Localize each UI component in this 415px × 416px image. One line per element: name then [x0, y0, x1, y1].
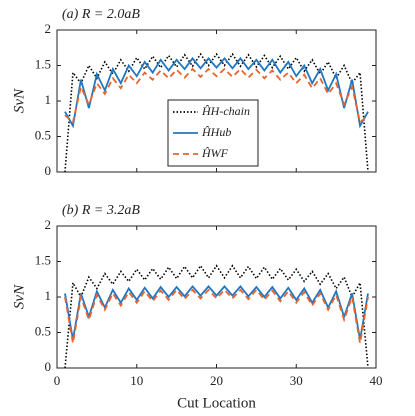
y-tick-label: 1.5 — [35, 252, 51, 267]
series-line — [64, 284, 369, 340]
y-tick-label: 1 — [45, 92, 52, 107]
legend-box — [167, 99, 259, 167]
series-line — [64, 264, 369, 369]
x-axis-label: Cut Location — [177, 395, 256, 411]
y-tick-label: 1 — [45, 288, 52, 303]
x-tick-label: 0 — [54, 373, 61, 388]
y-tick-label: 1.5 — [35, 56, 51, 71]
legend-label: ĤH-chain — [201, 104, 250, 118]
plot-area — [57, 226, 376, 368]
x-tick-label: 30 — [290, 373, 303, 388]
y-tick-label: 0.5 — [35, 127, 51, 142]
y-axis-label: SvN — [11, 284, 27, 309]
panel-title: (a) R = 2.0aB — [62, 7, 140, 22]
y-axis-label: SvN — [11, 88, 27, 113]
y-tick-label: 2 — [45, 21, 52, 36]
y-tick-label: 0 — [45, 359, 52, 374]
legend-label: ĤWF — [201, 146, 229, 160]
series-line — [64, 67, 369, 124]
y-tick-label: 0.5 — [35, 323, 51, 338]
series-line — [64, 56, 369, 129]
axes-frame — [56, 29, 377, 173]
y-tick-label: 0 — [45, 163, 52, 178]
panel-title: (b) R = 3.2aB — [62, 203, 140, 218]
legend-label: ĤHub — [201, 125, 231, 139]
x-tick-label: 20 — [210, 373, 223, 388]
axes-frame — [56, 225, 377, 369]
series-line — [64, 52, 369, 173]
x-tick-label: 40 — [370, 373, 383, 388]
x-tick-label: 10 — [130, 373, 143, 388]
series-line — [64, 288, 369, 344]
y-tick-label: 2 — [45, 217, 52, 232]
